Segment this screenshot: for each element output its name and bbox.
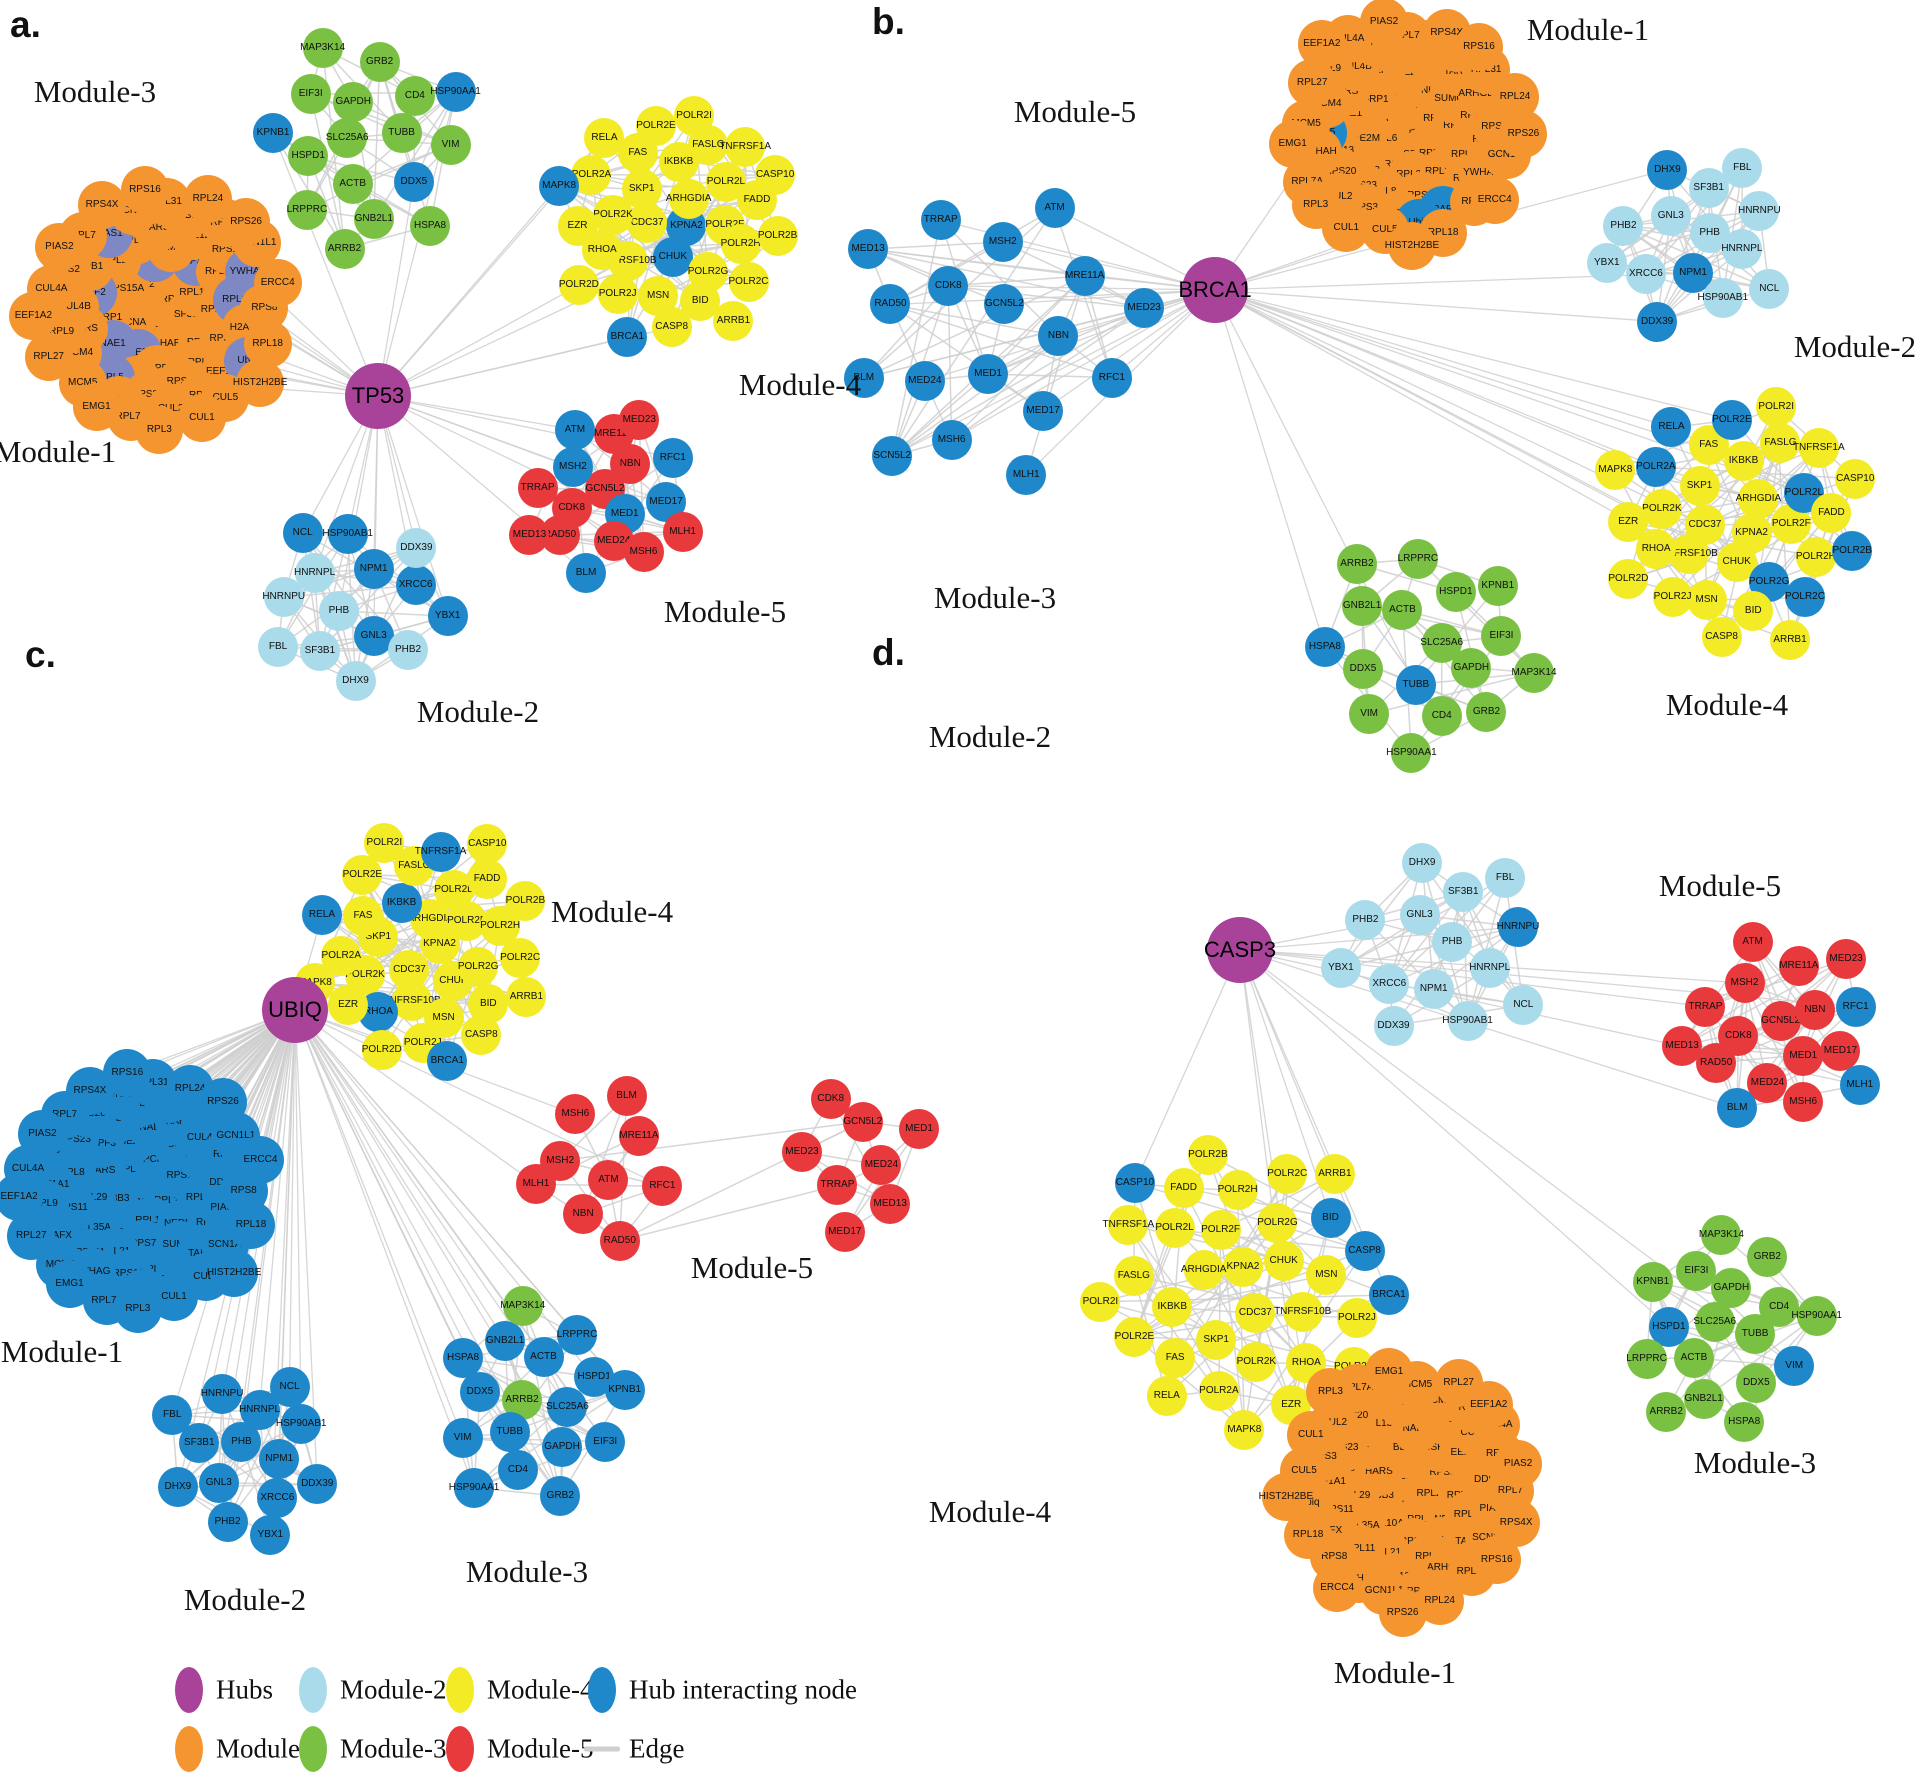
edges-layer	[18, 21, 1861, 1614]
network-figure: SLC25A6 TUBB ACTB GAPDH DDX5 HSPD1 CD4 GNB2L1 EI…	[0, 0, 1917, 1772]
